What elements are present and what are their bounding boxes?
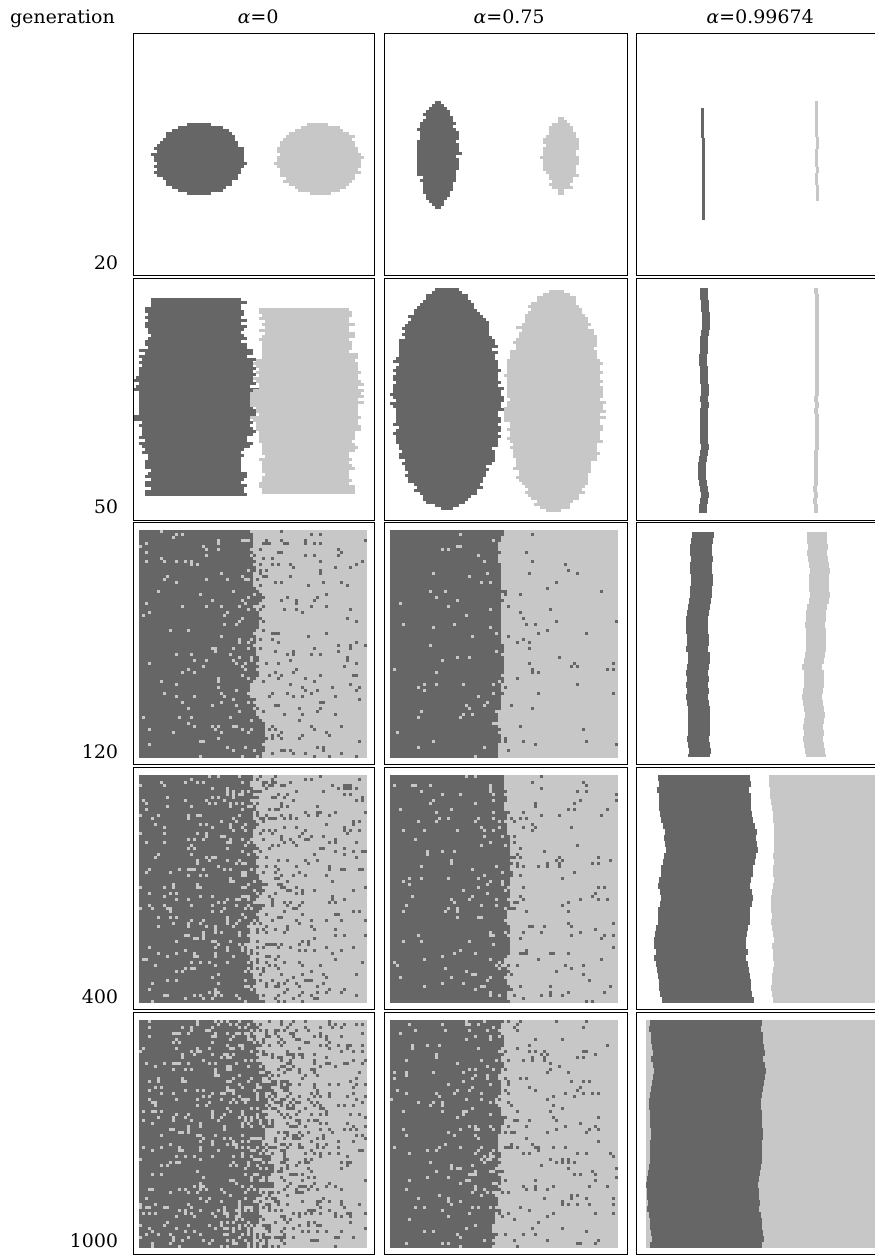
- panel-gen-1000-col-2: [384, 1012, 628, 1255]
- alpha-symbol: α: [473, 6, 487, 28]
- domain-texture: [390, 530, 618, 758]
- panel-background: [636, 33, 875, 276]
- light-cluster: [504, 290, 606, 512]
- panel-gen-20-col-1: [133, 33, 375, 276]
- row-label-generation-1000: 1000: [69, 1230, 118, 1252]
- panel-frame: [635, 766, 875, 1011]
- panel-gen-20-col-2: [384, 33, 628, 276]
- domain-texture: [139, 775, 367, 1003]
- panel-background: [636, 522, 875, 765]
- panel-gen-400-col-3: [636, 767, 875, 1010]
- dark-cluster: [417, 101, 462, 209]
- light-stripe: [813, 288, 819, 513]
- row-label-generation-20: 20: [93, 252, 118, 274]
- panel-frame: [132, 521, 376, 766]
- panel-gen-50-col-1: [133, 278, 375, 521]
- dark-stripe: [654, 775, 758, 1003]
- column-header-alpha-0.99674: α=0.99674: [635, 4, 875, 30]
- column-header-alpha-0: α=0: [133, 4, 383, 30]
- panel-gen-120-col-1: [133, 522, 375, 765]
- panel-frame: [635, 32, 875, 277]
- panel-frame: [383, 277, 629, 522]
- panel-frame: [383, 32, 629, 277]
- dark-stripe: [686, 532, 714, 757]
- row-label-generation-120: 120: [81, 741, 118, 763]
- dark-cluster: [390, 288, 504, 510]
- domain-texture: [139, 1020, 367, 1248]
- domain-texture: [390, 1020, 618, 1248]
- dark-domain: [646, 1020, 766, 1248]
- panel-frame: [132, 277, 376, 522]
- panel-frame: [635, 1011, 875, 1256]
- light-cluster: [540, 117, 579, 195]
- domain-texture: [390, 775, 618, 1003]
- panel-gen-50-col-2: [384, 278, 628, 521]
- panel-frame: [635, 277, 875, 522]
- panel-frame: [132, 1011, 376, 1256]
- panel-background: [636, 278, 875, 521]
- light-stripe: [769, 775, 875, 1003]
- column-header-alpha-0.75: α=0.75: [384, 4, 634, 30]
- panel-gen-20-col-3: [636, 33, 875, 276]
- domain-texture: [139, 530, 367, 758]
- alpha-value: =0.99674: [719, 6, 814, 28]
- panel-gen-1000-col-1: [133, 1012, 375, 1255]
- alpha-value: =0: [250, 6, 279, 28]
- panel-gen-120-col-2: [384, 522, 628, 765]
- light-cluster: [250, 308, 364, 494]
- light-cluster: [274, 123, 364, 195]
- panel-frame: [132, 766, 376, 1011]
- dark-cluster: [151, 123, 247, 195]
- light-stripe: [802, 532, 830, 757]
- dark-stripe: [701, 108, 705, 220]
- panel-gen-1000-col-3: [636, 1012, 875, 1255]
- alpha-value: =0.75: [486, 6, 545, 28]
- alpha-symbol: α: [237, 6, 251, 28]
- panel-frame: [132, 32, 376, 277]
- dark-stripe: [698, 288, 710, 513]
- panel-frame: [383, 766, 629, 1011]
- light-stripe: [815, 101, 819, 201]
- panel-frame: [383, 1011, 629, 1256]
- alpha-symbol: α: [706, 6, 720, 28]
- panel-gen-400-col-1: [133, 767, 375, 1010]
- panel-gen-50-col-3: [636, 278, 875, 521]
- dark-cluster: [133, 298, 259, 496]
- panel-frame: [383, 521, 629, 766]
- row-label-generation-400: 400: [81, 986, 118, 1008]
- panel-gen-120-col-3: [636, 522, 875, 765]
- panel-frame: [635, 521, 875, 766]
- row-axis-label: generation: [10, 6, 115, 28]
- panel-gen-400-col-2: [384, 767, 628, 1010]
- row-label-generation-50: 50: [93, 496, 118, 518]
